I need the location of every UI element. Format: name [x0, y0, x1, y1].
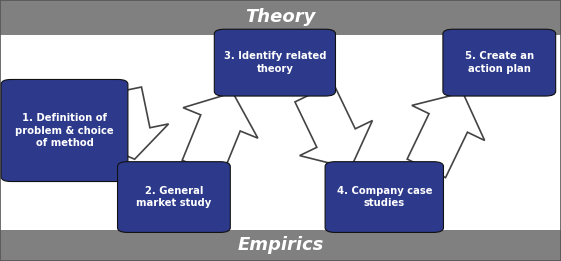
Text: 2. General
market study: 2. General market study [136, 186, 211, 209]
FancyBboxPatch shape [1, 80, 128, 182]
FancyBboxPatch shape [443, 29, 555, 96]
Text: 4. Company case
studies: 4. Company case studies [337, 186, 432, 209]
Text: Theory: Theory [245, 9, 316, 27]
Text: 1. Definition of
problem & choice
of method: 1. Definition of problem & choice of met… [15, 113, 114, 148]
FancyBboxPatch shape [214, 29, 335, 96]
Polygon shape [407, 93, 485, 177]
FancyBboxPatch shape [118, 162, 230, 233]
Polygon shape [89, 87, 169, 159]
Bar [0, 35, 561, 230]
Text: 3. Identify related
theory: 3. Identify related theory [224, 51, 326, 74]
Text: Empirics: Empirics [237, 236, 324, 254]
Bar [0, 0, 561, 35]
Text: 5. Create an
action plan: 5. Create an action plan [465, 51, 534, 74]
Bar [0, 230, 561, 261]
Polygon shape [182, 93, 258, 176]
FancyBboxPatch shape [325, 162, 443, 233]
Polygon shape [295, 84, 373, 168]
